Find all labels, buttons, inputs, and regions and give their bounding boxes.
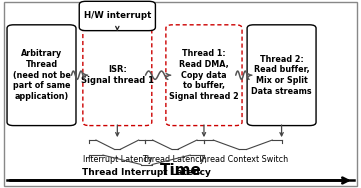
FancyBboxPatch shape (7, 25, 76, 126)
Text: Arbitrary
Thread
(need not be
part of same
application): Arbitrary Thread (need not be part of sa… (13, 49, 70, 101)
Text: Time: Time (160, 163, 201, 178)
Text: Interrupt Latency: Interrupt Latency (83, 155, 152, 164)
Text: Thread Interrupt Latency: Thread Interrupt Latency (82, 168, 211, 177)
Text: Thread Latency,: Thread Latency, (142, 155, 207, 164)
Text: ISR:
Signal thread 1: ISR: Signal thread 1 (81, 65, 154, 85)
Text: Thread 2:
Read buffer,
Mix or Split
Data streams: Thread 2: Read buffer, Mix or Split Data… (251, 55, 312, 96)
FancyBboxPatch shape (4, 2, 357, 186)
FancyBboxPatch shape (79, 1, 155, 31)
Text: H/W interrupt: H/W interrupt (84, 11, 151, 20)
Text: Thread Context Switch: Thread Context Switch (197, 155, 288, 164)
FancyBboxPatch shape (247, 25, 316, 126)
FancyBboxPatch shape (83, 25, 152, 126)
Text: Thread 1:
Read DMA,
Copy data
to buffer,
Signal thread 2: Thread 1: Read DMA, Copy data to buffer,… (169, 49, 239, 101)
FancyBboxPatch shape (166, 25, 242, 126)
